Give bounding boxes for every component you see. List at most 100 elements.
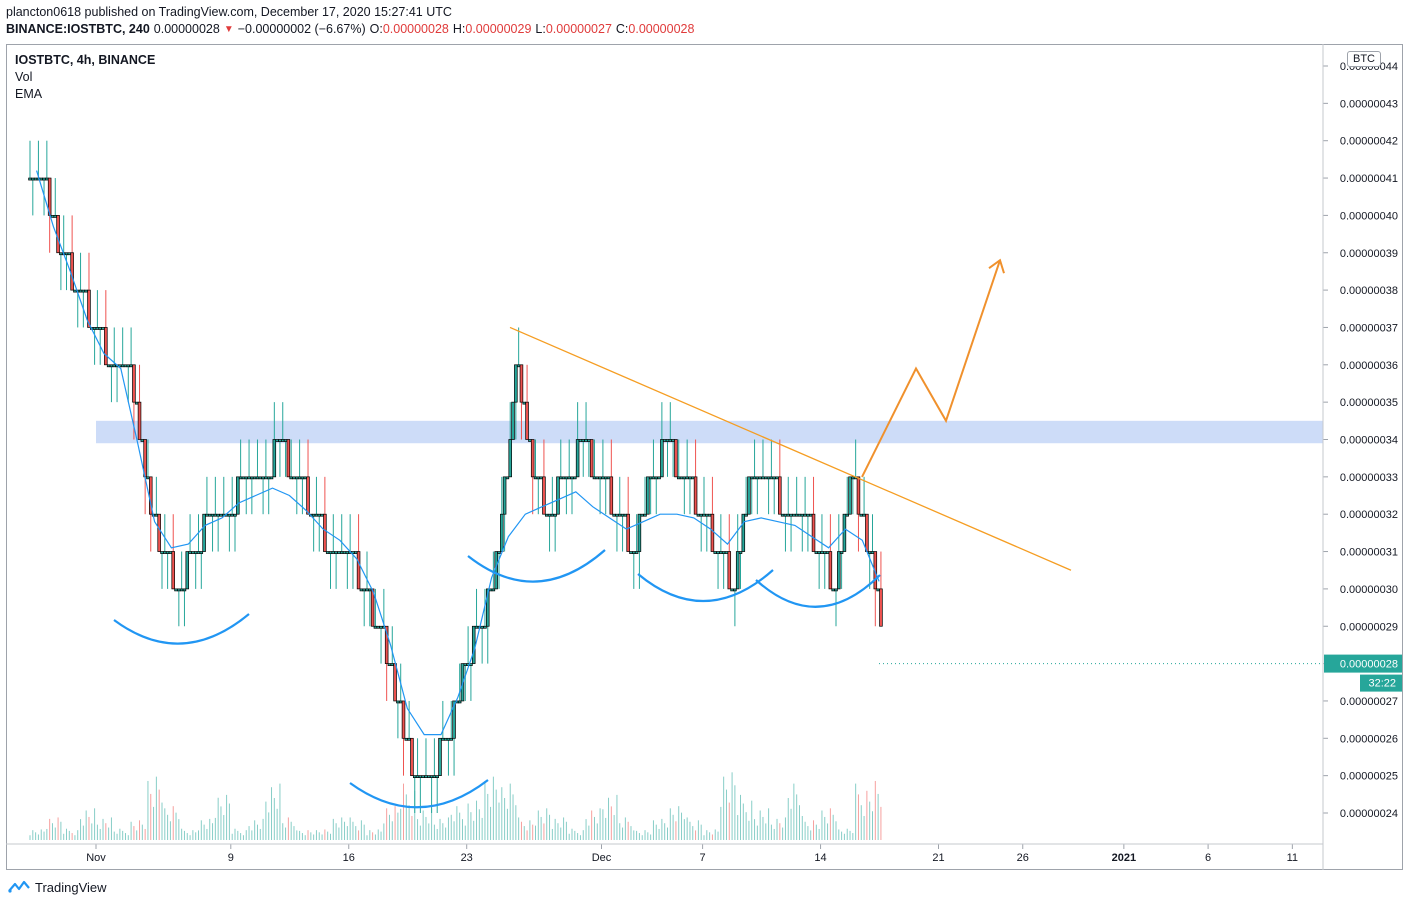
y-tick-label: 0.00000035 xyxy=(1340,397,1398,409)
candle-body xyxy=(505,476,510,480)
candle-body xyxy=(741,513,746,552)
candle-body xyxy=(264,476,268,480)
candle-body xyxy=(278,439,282,442)
candle-body xyxy=(185,551,190,590)
pattern-arc[interactable] xyxy=(755,574,881,608)
candle-body xyxy=(177,588,181,592)
candle-body xyxy=(615,513,619,517)
ohlc-line: BINANCE:IOSTBTC, 240 0.00000028 ▼ −0.000… xyxy=(6,21,694,38)
candle-body xyxy=(508,439,512,478)
candle-body xyxy=(126,364,131,368)
footer-brand-label: TradingView xyxy=(35,879,107,895)
candle-body xyxy=(808,513,813,517)
candle-body xyxy=(794,513,799,517)
candle-body xyxy=(78,289,83,293)
candle-body xyxy=(441,737,445,741)
candle-body xyxy=(752,476,757,480)
candle-body xyxy=(179,588,184,592)
candle-body xyxy=(609,476,614,515)
x-tick-label: Dec xyxy=(592,852,612,864)
candle-body xyxy=(530,439,535,478)
currency-tag[interactable]: BTC xyxy=(1347,51,1381,67)
candle-body xyxy=(581,439,585,442)
candle-body xyxy=(171,551,175,590)
candle-body xyxy=(547,513,552,517)
candle-body xyxy=(342,551,347,554)
candle-body xyxy=(435,775,439,779)
candle-body xyxy=(438,737,442,776)
pattern-arc[interactable] xyxy=(637,569,774,603)
candle-body xyxy=(587,439,591,442)
descending-trendline[interactable] xyxy=(509,326,1072,571)
candle-body xyxy=(292,476,296,480)
legend-vol[interactable]: Vol xyxy=(15,70,33,84)
publish-header: plancton0618 published on TradingView.co… xyxy=(6,4,694,38)
candle-body xyxy=(289,476,293,480)
candle-body xyxy=(693,476,698,515)
candle-body xyxy=(480,625,484,629)
candle-body xyxy=(651,476,656,480)
candle-body xyxy=(620,513,625,517)
candle-body xyxy=(544,513,549,517)
footer-brand[interactable]: TradingView xyxy=(7,879,107,895)
projection-path[interactable] xyxy=(861,259,1001,478)
candle-body xyxy=(331,551,336,554)
candle-body xyxy=(379,625,383,629)
down-arrow-icon: ▼ xyxy=(223,24,234,35)
candle-body xyxy=(533,476,538,480)
symbol-label: BINANCE:IOSTBTC, 240 xyxy=(6,22,150,36)
candle-body xyxy=(129,364,133,368)
y-tick-label: 0.00000026 xyxy=(1340,733,1398,745)
y-tick-label: 0.00000029 xyxy=(1340,621,1398,633)
y-tick-label: 0.00000034 xyxy=(1340,435,1398,447)
candle-body xyxy=(598,476,602,480)
candle-body xyxy=(705,513,709,517)
candle-body xyxy=(53,215,58,218)
candle-body xyxy=(786,513,790,517)
candle-body xyxy=(719,551,723,554)
pattern-arc[interactable] xyxy=(113,613,250,645)
candle-body xyxy=(384,625,389,664)
candle-body xyxy=(219,513,223,517)
candle-body xyxy=(317,513,322,517)
candle-body xyxy=(825,551,830,554)
candle-body xyxy=(676,476,681,480)
candle-body xyxy=(595,476,600,480)
candle-body xyxy=(738,551,743,554)
candle-body xyxy=(449,737,454,741)
candle-body xyxy=(589,439,594,478)
candle-body xyxy=(401,700,406,739)
resistance-zone[interactable] xyxy=(96,420,1323,444)
candle-body xyxy=(789,513,793,517)
candle-body xyxy=(70,252,74,291)
candle-body xyxy=(106,364,111,368)
candle-body xyxy=(811,513,816,552)
legend-ema[interactable]: EMA xyxy=(15,87,43,101)
candle-body xyxy=(561,476,566,480)
x-tick-label: 11 xyxy=(1287,852,1298,864)
candle-body xyxy=(140,439,145,442)
candle-body xyxy=(28,177,32,181)
candle-body xyxy=(584,439,588,442)
candle-body xyxy=(233,513,237,517)
candle-body xyxy=(603,476,608,480)
candle-body xyxy=(671,439,675,442)
candle-body xyxy=(814,551,819,554)
candle-body xyxy=(84,289,88,293)
chart-frame[interactable] xyxy=(6,44,1403,870)
y-tick-label: 0.00000031 xyxy=(1340,547,1398,559)
ema-line[interactable] xyxy=(36,170,880,736)
candle-body xyxy=(848,476,852,515)
pattern-arc[interactable] xyxy=(349,779,489,809)
projection-arrow-icon xyxy=(988,258,1005,274)
last-value: 0.00000028 xyxy=(153,22,220,36)
candle-body xyxy=(356,551,361,590)
candle-body xyxy=(241,476,246,480)
candle-body xyxy=(867,551,872,554)
candle-body xyxy=(452,700,456,739)
candle-body xyxy=(404,737,409,741)
candle-body xyxy=(207,513,212,517)
pattern-arc[interactable] xyxy=(467,549,606,583)
candle-body xyxy=(828,551,833,590)
